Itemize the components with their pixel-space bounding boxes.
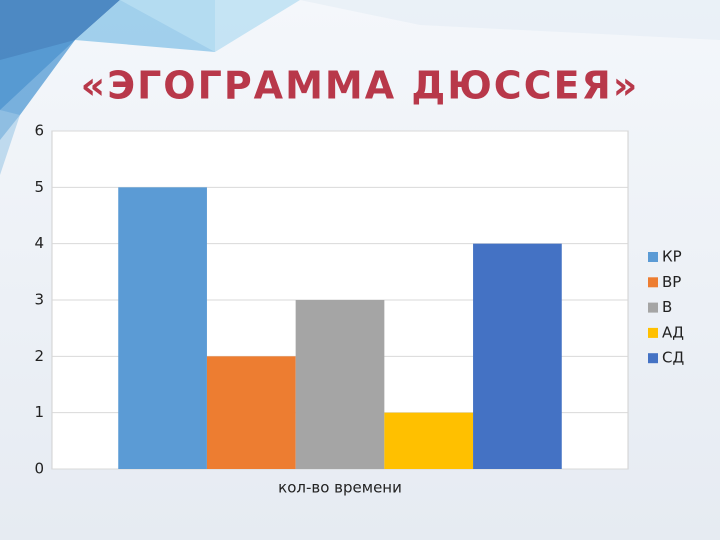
legend-label: ВР [662, 273, 681, 291]
y-tick-label: 1 [34, 403, 44, 421]
legend-swatch [648, 252, 658, 262]
bar [473, 243, 562, 469]
y-tick-label: 4 [34, 234, 44, 252]
bar [118, 187, 207, 470]
bar [206, 356, 296, 469]
legend-label: СД [662, 349, 684, 367]
legend-swatch [648, 277, 658, 288]
legend-label: КР [662, 248, 682, 266]
legend-swatch [648, 353, 658, 364]
y-tick-label: 2 [34, 347, 44, 365]
bar [384, 412, 474, 469]
bar [295, 300, 385, 469]
chart-title: «ЭГОГРАММА ДЮССЕЯ» [81, 64, 640, 108]
legend-swatch [648, 327, 658, 338]
y-tick-label: 3 [34, 291, 44, 309]
legend-label: В [662, 298, 672, 316]
y-tick-label: 0 [34, 460, 44, 478]
x-tick-label: кол-во времени [278, 479, 402, 497]
decoration [0, 0, 720, 175]
legend-label: АД [662, 323, 684, 341]
y-tick-label: 6 [34, 122, 44, 140]
legend-swatch [648, 302, 658, 313]
y-tick-label: 5 [34, 178, 44, 196]
